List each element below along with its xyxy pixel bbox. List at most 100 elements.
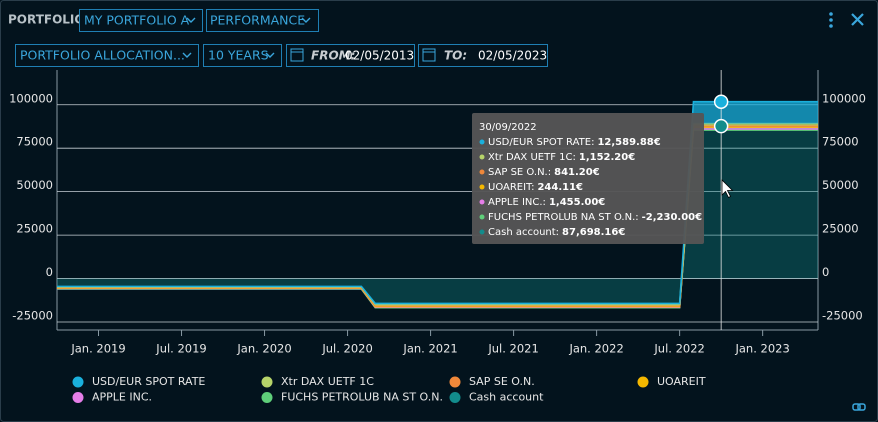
legend-item[interactable]: USD/EUR SPOT RATE <box>72 375 206 388</box>
legend-swatch <box>449 392 461 403</box>
tooltip-item-value: 1,152.20€ <box>579 152 635 163</box>
chevron <box>186 17 196 23</box>
close-button[interactable] <box>851 13 864 26</box>
legend-label: UOAREIT <box>657 375 706 388</box>
tooltip-item-label: Xtr DAX UETF 1C: <box>488 152 576 163</box>
legend-label: SAP SE O.N. <box>469 375 535 388</box>
x-tick-label: Jan. 2021 <box>402 342 457 356</box>
legend-swatch <box>449 376 461 388</box>
legend-label: Xtr DAX UETF 1C <box>281 375 374 388</box>
calendar-icon <box>422 48 436 62</box>
area-fill <box>57 101 818 305</box>
y-tick-label: -25000 <box>12 309 53 323</box>
legend-item[interactable]: SAP SE O.N. <box>449 375 535 388</box>
tooltip-dot <box>479 169 485 175</box>
tooltip-item: FUCHS PETROLUB NA ST O.N.: -2,230.00€ <box>488 212 702 223</box>
from-value: 02/05/2013 <box>345 49 414 63</box>
plot: -25000 -25000 0 0 25000 25000 50000 50000 75000 7… <box>9 70 866 356</box>
chevron <box>182 52 192 58</box>
y-tick-label: 50000 <box>16 178 53 192</box>
dropdown-box <box>15 44 199 67</box>
from-label: FROM: <box>311 49 355 63</box>
tooltip-item-label: Cash account: <box>488 227 559 238</box>
legend-item[interactable]: UOAREIT <box>637 375 706 388</box>
dropdown-text: 10 YEARS <box>208 48 269 63</box>
calendar-icon <box>290 48 304 62</box>
y-tick-label: 0 <box>46 265 53 279</box>
dropdown-text: PERFORMANCE <box>210 13 305 28</box>
menu-button[interactable] <box>829 12 833 28</box>
legend-label: FUCHS PETROLUB NA ST O.N. <box>281 391 443 404</box>
tooltip-dot <box>479 214 485 220</box>
tooltip-item-value: 87,698.16€ <box>562 227 625 238</box>
tooltip-item-value: -2,230.00€ <box>642 212 702 223</box>
date-box <box>286 44 415 67</box>
tooltip-item-value: 12,589.88€ <box>597 137 660 148</box>
tooltip-item: UOAREIT: 244.11€ <box>488 182 583 193</box>
tooltip-item: Xtr DAX UETF 1C: 1,152.20€ <box>488 152 635 163</box>
mouse-cursor <box>721 179 734 199</box>
tooltip: 30/09/2022 USD/EUR SPOT RATE: 12,589.88€ Xt… <box>472 113 704 244</box>
tooltip-dot <box>479 229 485 235</box>
view-dropdown[interactable]: PERFORMANCE <box>206 9 319 32</box>
portfolio-dropdown[interactable]: MY PORTFOLIO A <box>79 9 203 32</box>
x-tick-label: Jul. 2021 <box>487 342 538 356</box>
legend-label: USD/EUR SPOT RATE <box>92 375 205 388</box>
x-tick-label: Jul. 2020 <box>321 342 372 356</box>
link-ring <box>852 403 861 411</box>
dropdown-text: PORTFOLIO ALLOCATION... <box>20 48 185 63</box>
legend-label: APPLE INC. <box>92 391 152 404</box>
tooltip-item: SAP SE O.N.: 841.20€ <box>488 167 600 178</box>
tooltip-item: USD/EUR SPOT RATE: 12,589.88€ <box>488 137 661 148</box>
from-date[interactable]: FROM: 02/05/2013 <box>286 44 415 67</box>
tooltip-item-value: 1,455.00€ <box>549 197 605 208</box>
tooltip-dot <box>479 184 485 190</box>
tooltip-dot <box>479 154 485 160</box>
dropdown-box <box>79 9 203 32</box>
legend-swatch <box>261 392 273 403</box>
tooltip-item-value: 841.20€ <box>554 167 600 178</box>
chevron <box>301 17 311 23</box>
legend-swatch <box>637 376 649 388</box>
dot <box>829 24 833 28</box>
y-tick-label: 75000 <box>16 135 53 149</box>
tooltip-item: APPLE INC.: 1,455.00€ <box>488 197 605 208</box>
legend-swatch <box>72 392 84 403</box>
allocation-dropdown[interactable]: PORTFOLIO ALLOCATION... <box>15 44 199 67</box>
dropdown-text: MY PORTFOLIO A <box>84 13 190 28</box>
to-label: TO: <box>444 49 467 63</box>
tooltip-date: 30/09/2022 <box>479 122 537 133</box>
area-fill <box>57 126 818 308</box>
portfolio-label: PORTFOLIO <box>8 13 85 27</box>
legend-item[interactable]: Cash account <box>449 391 545 404</box>
legend-swatch <box>72 376 84 388</box>
y-tick-label-right: 0 <box>822 265 829 279</box>
legend-label: Cash account <box>469 391 544 404</box>
x-tick-label: Jan. 2022 <box>568 342 623 356</box>
dropdown-box <box>203 44 282 67</box>
tooltip-item-label: USD/EUR SPOT RATE: <box>488 137 594 148</box>
link-icon[interactable] <box>852 403 866 411</box>
tooltip-item-label: SAP SE O.N.: <box>488 167 551 178</box>
x-tick-label: Jan. 2019 <box>70 342 125 356</box>
period-dropdown[interactable]: 10 YEARS <box>203 44 282 67</box>
legend-swatch <box>261 376 273 388</box>
link-ring <box>857 403 866 411</box>
y-tick-label-right: 50000 <box>822 178 859 192</box>
x-tick-label: Jul. 2022 <box>653 342 704 356</box>
x-tick-label: Jul. 2019 <box>155 342 206 356</box>
legend-item[interactable]: APPLE INC. <box>72 391 153 404</box>
chevron <box>265 52 275 58</box>
tooltip-dot <box>479 139 485 145</box>
hover-marker <box>713 118 729 134</box>
to-date[interactable]: TO: 02/05/2023 <box>418 44 548 67</box>
tooltip-box <box>472 113 704 244</box>
legend-item[interactable]: FUCHS PETROLUB NA ST O.N. <box>261 391 443 404</box>
y-tick-label-right: -25000 <box>822 309 863 323</box>
legend-item[interactable]: Xtr DAX UETF 1C <box>261 375 375 388</box>
hover-marker <box>713 94 729 109</box>
tooltip-dot <box>479 199 485 205</box>
tooltip-item-label: UOAREIT: <box>488 182 534 193</box>
y-tick-label-right: 100000 <box>822 91 866 105</box>
dot <box>829 18 833 22</box>
